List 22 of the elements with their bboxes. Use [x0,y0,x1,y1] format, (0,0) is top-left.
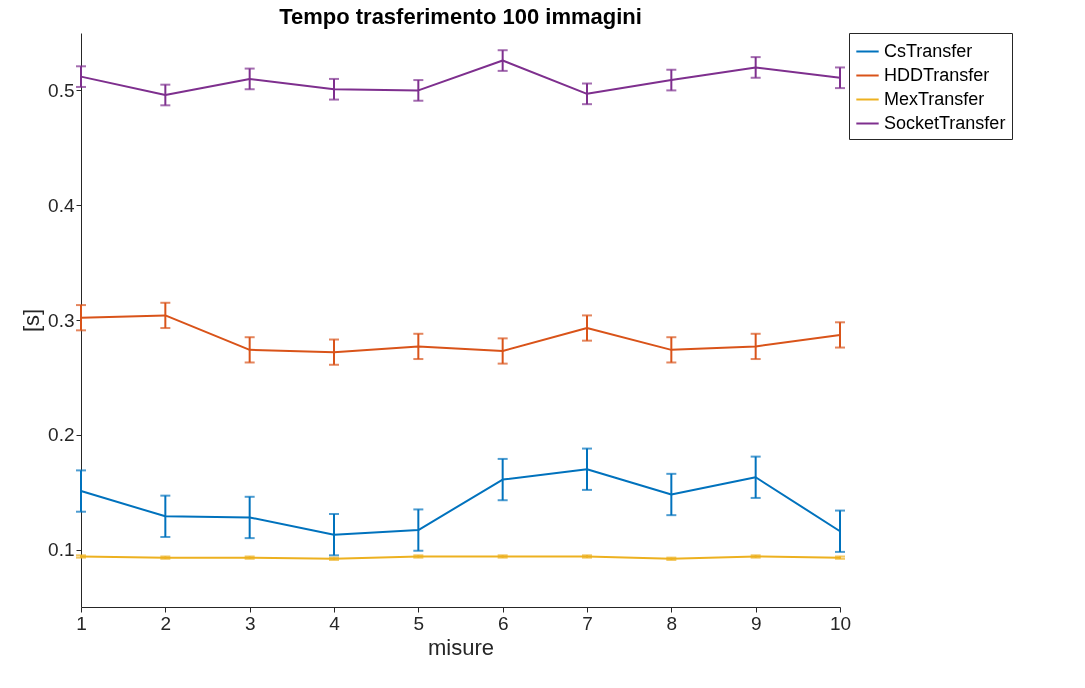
legend-label: MexTransfer [884,88,985,109]
x-tick-label: 8 [666,612,678,634]
x-tick-label: 2 [160,612,172,634]
y-tick-label: 0.1 [48,539,75,561]
y-tick-label: 0.3 [48,309,75,331]
x-tick-label: 6 [497,612,509,634]
y-tick-label: 0.5 [48,79,75,101]
y-tick-label: 0.2 [48,424,75,446]
y-tick-label: 0.4 [48,194,75,216]
legend-label: CsTransfer [884,40,973,61]
y-axis-title: [s] [19,308,45,333]
x-axis-title: misure [427,634,495,660]
legend-label: SocketTransfer [884,112,1006,133]
x-tick-label: 9 [750,612,762,634]
chart-title: Tempo trasferimento 100 immagini [279,3,642,29]
x-tick-label: 5 [413,612,425,634]
legend-label: HDDTransfer [884,64,990,85]
x-tick-label: 4 [329,612,341,634]
x-tick-label: 10 [829,612,852,634]
x-tick-label: 7 [582,612,593,634]
x-tick-label: 1 [76,612,87,634]
x-tick-label: 3 [244,612,256,634]
